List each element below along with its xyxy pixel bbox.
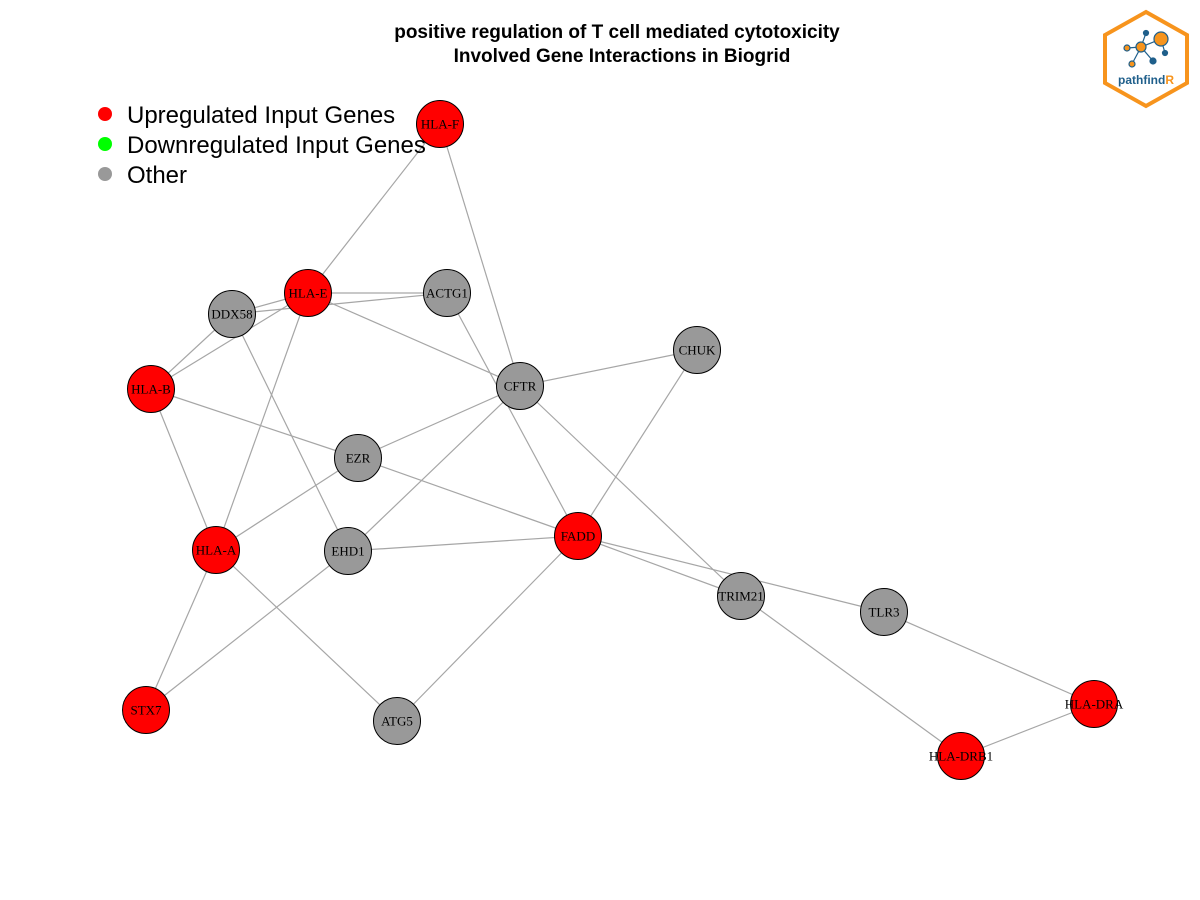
node-circle-hla-b xyxy=(127,365,175,413)
node-actg1: ACTG1 xyxy=(423,269,471,317)
node-label-ezr: EZR xyxy=(346,451,371,466)
node-ezr: EZR xyxy=(334,434,382,482)
logo-network-icon xyxy=(1123,29,1169,68)
node-hla-f: HLA-F xyxy=(416,100,464,148)
node-circle-hla-drb1 xyxy=(937,732,985,780)
node-circle-trim21 xyxy=(717,572,765,620)
edge-ehd1-stx7 xyxy=(145,550,349,711)
edge-hla-b-ezr xyxy=(150,388,359,459)
node-label-fadd: FADD xyxy=(561,529,595,544)
edge-cftr-chuk xyxy=(519,349,698,387)
node-label-hla-b: HLA-B xyxy=(131,382,171,397)
node-label-hla-e: HLA-E xyxy=(289,286,328,301)
pathfindr-logo: pathfindR xyxy=(1103,9,1189,109)
logo-hexagon xyxy=(1103,9,1189,109)
edge-ddx58-ehd1 xyxy=(231,313,349,552)
edge-chuk-fadd xyxy=(577,349,698,537)
edge-cftr-trim21 xyxy=(519,385,742,597)
node-label-cftr: CFTR xyxy=(504,379,537,394)
node-ddx58: DDX58 xyxy=(208,290,256,338)
edge-cftr-ehd1 xyxy=(347,385,521,552)
edge-hla-e-hla-a xyxy=(215,292,309,551)
chart-title-line2: Involved Gene Interactions in Biogrid xyxy=(454,46,791,67)
node-ehd1: EHD1 xyxy=(324,527,372,575)
legend-label-up: Upregulated Input Genes xyxy=(127,102,395,129)
edge-trim21-hla-drb1 xyxy=(740,595,962,757)
node-label-stx7: STX7 xyxy=(130,703,162,718)
logo-text-main: pathfind xyxy=(1118,73,1165,87)
edge-hla-a-atg5 xyxy=(215,549,398,722)
node-tlr3: TLR3 xyxy=(860,588,908,636)
node-circle-ehd1 xyxy=(324,527,372,575)
legend: Upregulated Input Genes Downregulated In… xyxy=(98,102,426,189)
edge-hla-f-hla-e xyxy=(307,123,441,294)
node-label-trim21: TRIM21 xyxy=(718,589,764,604)
edges-layer xyxy=(145,123,1095,757)
edge-ezr-hla-a xyxy=(215,457,359,551)
node-label-hla-f: HLA-F xyxy=(421,117,459,132)
node-stx7: STX7 xyxy=(122,686,170,734)
node-label-actg1: ACTG1 xyxy=(426,286,468,301)
node-atg5: ATG5 xyxy=(373,697,421,745)
node-label-ddx58: DDX58 xyxy=(211,307,252,322)
svg-text:pathfindR: pathfindR xyxy=(1118,73,1174,87)
node-hla-b: HLA-B xyxy=(127,365,175,413)
edge-actg1-fadd xyxy=(446,292,579,537)
node-chuk: CHUK xyxy=(673,326,721,374)
edge-cftr-ezr xyxy=(357,385,521,459)
node-circle-actg1 xyxy=(423,269,471,317)
legend-dot-down xyxy=(98,137,112,151)
edge-tlr3-hla-dra xyxy=(883,611,1095,705)
node-label-hla-drb1: HLA-DRB1 xyxy=(929,749,993,764)
node-circle-tlr3 xyxy=(860,588,908,636)
node-label-hla-a: HLA-A xyxy=(196,543,237,558)
node-hla-e: HLA-E xyxy=(284,269,332,317)
chart-title-line1: positive regulation of T cell mediated c… xyxy=(394,22,840,43)
node-circle-hla-f xyxy=(416,100,464,148)
node-label-chuk: CHUK xyxy=(679,343,716,358)
legend-label-other: Other xyxy=(127,162,187,189)
node-hla-a: HLA-A xyxy=(192,526,240,574)
edge-ddx58-actg1 xyxy=(231,292,448,315)
node-label-hla-dra: HLA-DRA xyxy=(1065,697,1124,712)
node-label-tlr3: TLR3 xyxy=(868,605,899,620)
node-circle-hla-a xyxy=(192,526,240,574)
legend-dot-up xyxy=(98,107,112,121)
node-hla-drb1: HLA-DRB1 xyxy=(929,732,993,780)
node-label-atg5: ATG5 xyxy=(381,714,413,729)
node-circle-ezr xyxy=(334,434,382,482)
node-circle-hla-dra xyxy=(1070,680,1118,728)
node-fadd: FADD xyxy=(554,512,602,560)
node-circle-hla-e xyxy=(284,269,332,317)
legend-label-down: Downregulated Input Genes xyxy=(127,132,426,159)
edge-fadd-tlr3 xyxy=(577,535,885,613)
logo-text-accent: R xyxy=(1165,73,1174,87)
node-cftr: CFTR xyxy=(496,362,544,410)
node-circle-stx7 xyxy=(122,686,170,734)
node-circle-atg5 xyxy=(373,697,421,745)
edge-hla-b-hla-a xyxy=(150,388,217,551)
node-trim21: TRIM21 xyxy=(717,572,765,620)
node-circle-fadd xyxy=(554,512,602,560)
node-circle-ddx58 xyxy=(208,290,256,338)
node-label-ehd1: EHD1 xyxy=(331,544,364,559)
edge-ezr-fadd xyxy=(357,457,579,537)
node-circle-cftr xyxy=(496,362,544,410)
edge-hla-e-cftr xyxy=(307,292,521,387)
edge-fadd-trim21 xyxy=(577,535,742,597)
nodes-layer: HLA-F HLA-E ACTG1 DDX58 HLA-B CFTR CHUK EZR HLA-… xyxy=(122,100,1124,780)
node-circle-chuk xyxy=(673,326,721,374)
edge-fadd-atg5 xyxy=(396,535,579,722)
edge-hla-a-stx7 xyxy=(145,549,217,711)
edge-hla-f-cftr xyxy=(439,123,521,387)
node-hla-dra: HLA-DRA xyxy=(1065,680,1124,728)
edge-ehd1-fadd xyxy=(347,535,579,552)
legend-dot-other xyxy=(98,167,112,181)
